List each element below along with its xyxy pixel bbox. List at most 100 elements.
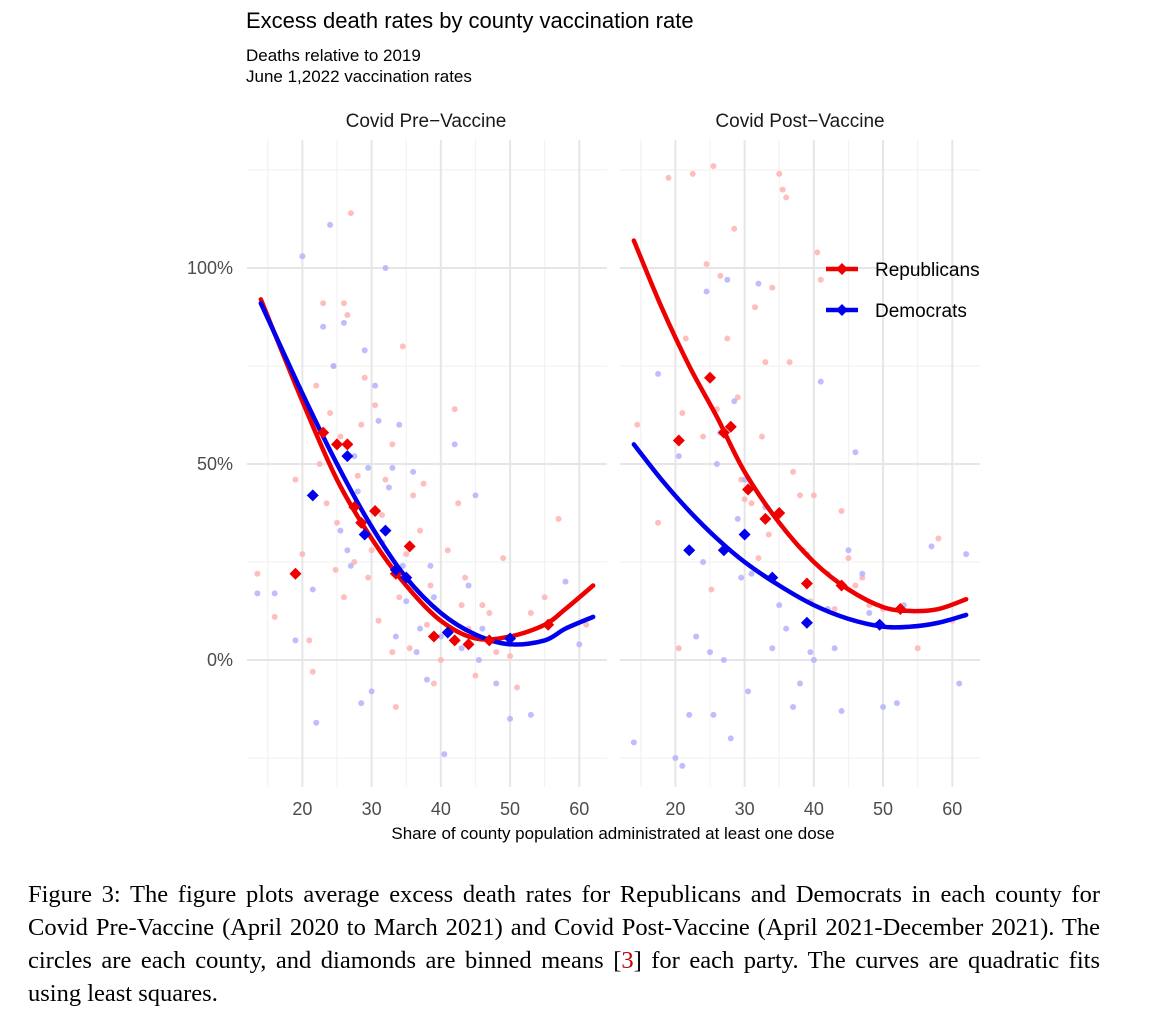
county-point-democrats <box>372 382 379 389</box>
county-point-democrats <box>655 370 662 377</box>
county-point-democrats <box>748 570 755 577</box>
county-point-democrats <box>292 637 299 644</box>
county-point-democrats <box>254 590 261 597</box>
chart-figure: Excess death rates by county vaccination… <box>187 8 980 843</box>
x-tick-label: 40 <box>431 799 451 819</box>
binned-mean-diamond-republicans <box>800 577 813 590</box>
county-point-republicans <box>741 496 748 503</box>
county-point-democrats <box>382 265 389 271</box>
county-point-republicans <box>500 555 507 562</box>
county-point-democrats <box>713 461 720 467</box>
binned-mean-diamond-republicans <box>317 426 330 439</box>
county-point-democrats <box>797 680 803 687</box>
county-point-democrats <box>351 453 358 460</box>
county-point-republicans <box>810 492 817 499</box>
binned-mean-diamond-democrats <box>766 571 779 584</box>
county-points-republicans-pre-vaccine <box>254 210 590 711</box>
y-tick-label: 100% <box>187 258 233 278</box>
county-point-republicans <box>347 210 354 217</box>
binned-mean-diamond-democrats <box>306 489 319 502</box>
county-point-republicans <box>458 602 465 609</box>
binned-mean-diamond-republicans <box>835 579 848 592</box>
county-point-republicans <box>392 704 399 711</box>
county-point-republicans <box>734 394 741 401</box>
binned-means-democrats-post-vaccine <box>683 528 886 631</box>
county-point-democrats <box>527 711 534 718</box>
legend: Republicans Democrats <box>826 260 980 322</box>
gridlines-post-vaccine <box>620 140 980 787</box>
county-point-republicans <box>351 559 358 565</box>
county-point-republicans <box>365 574 372 581</box>
binned-mean-diamond-democrats <box>358 528 371 541</box>
legend-diamond-republicans <box>836 263 848 275</box>
county-point-republicans <box>555 515 562 522</box>
county-point-democrats <box>358 700 365 707</box>
county-point-democrats <box>472 492 479 499</box>
county-point-democrats <box>424 676 430 683</box>
county-point-republicans <box>455 500 462 507</box>
county-point-democrats <box>745 688 752 695</box>
county-point-democrats <box>790 704 797 711</box>
binned-mean-diamond-republicans <box>403 540 416 553</box>
county-point-republicans <box>327 410 334 417</box>
county-point-republicans <box>271 613 278 620</box>
county-point-republicans <box>634 421 641 428</box>
county-point-democrats <box>679 762 686 769</box>
county-point-democrats <box>437 633 444 640</box>
county-point-democrats <box>441 751 448 758</box>
county-point-democrats <box>271 590 278 597</box>
binned-mean-diamond-republicans <box>672 434 685 447</box>
county-point-republicans <box>358 421 365 428</box>
county-point-republicans <box>790 468 797 475</box>
binned-means-democrats-pre-vaccine <box>306 450 517 645</box>
county-point-democrats <box>399 562 406 569</box>
county-point-democrats <box>493 680 500 687</box>
x-tick-label: 20 <box>292 799 312 819</box>
county-point-democrats <box>720 657 727 663</box>
binned-mean-diamond-republicans <box>448 634 461 647</box>
county-point-democrats <box>475 657 482 663</box>
county-point-republicans <box>444 547 451 554</box>
binned-mean-diamond-republicans <box>483 634 496 647</box>
county-points-democrats-pre-vaccine <box>254 221 583 758</box>
county-point-democrats <box>866 609 873 616</box>
county-point-democrats <box>330 363 337 369</box>
county-point-republicans <box>462 574 469 581</box>
county-point-republicans <box>372 402 379 409</box>
county-point-republicans <box>758 433 765 440</box>
county-point-democrats <box>344 547 351 554</box>
county-point-republicans <box>703 261 710 268</box>
county-point-republicans <box>472 672 479 679</box>
binned-mean-diamond-republicans <box>717 426 730 439</box>
panel-title-pre-vaccine: Covid Pre−Vaccine <box>346 111 507 132</box>
legend-key-republicans <box>826 263 858 275</box>
county-point-republicans <box>306 637 313 644</box>
binned-mean-diamond-republicans <box>773 507 786 519</box>
fit-curve-democrats-pre-vaccine <box>258 301 596 647</box>
county-point-republicans <box>493 649 500 656</box>
binned-mean-diamond-democrats <box>341 450 354 463</box>
county-point-democrats <box>465 582 472 589</box>
chart-title: Excess death rates by county vaccination… <box>246 8 694 33</box>
county-point-republicans <box>313 382 320 389</box>
county-point-republicans <box>334 519 340 526</box>
county-point-democrats <box>731 398 738 405</box>
county-point-republicans <box>396 594 403 601</box>
caption-reference-link[interactable]: 3 <box>621 947 634 974</box>
binned-mean-diamond-democrats <box>441 626 454 639</box>
x-tick-label: 50 <box>873 799 893 819</box>
county-point-republicans <box>814 249 821 256</box>
binned-mean-diamond-democrats <box>873 618 886 631</box>
x-tick-label: 20 <box>665 799 685 819</box>
county-point-republicans <box>361 374 368 381</box>
county-point-republicans <box>340 300 347 307</box>
county-point-democrats <box>375 417 382 424</box>
x-tick-label: 50 <box>500 799 520 819</box>
county-point-democrats <box>451 441 458 448</box>
county-point-democrats <box>320 323 327 330</box>
county-point-democrats <box>337 527 344 534</box>
county-point-republicans <box>797 492 803 499</box>
fit-curve-democrats-post-vaccine <box>631 442 969 630</box>
county-point-democrats <box>807 649 814 656</box>
panel-title-post-vaccine: Covid Post−Vaccine <box>715 111 884 132</box>
